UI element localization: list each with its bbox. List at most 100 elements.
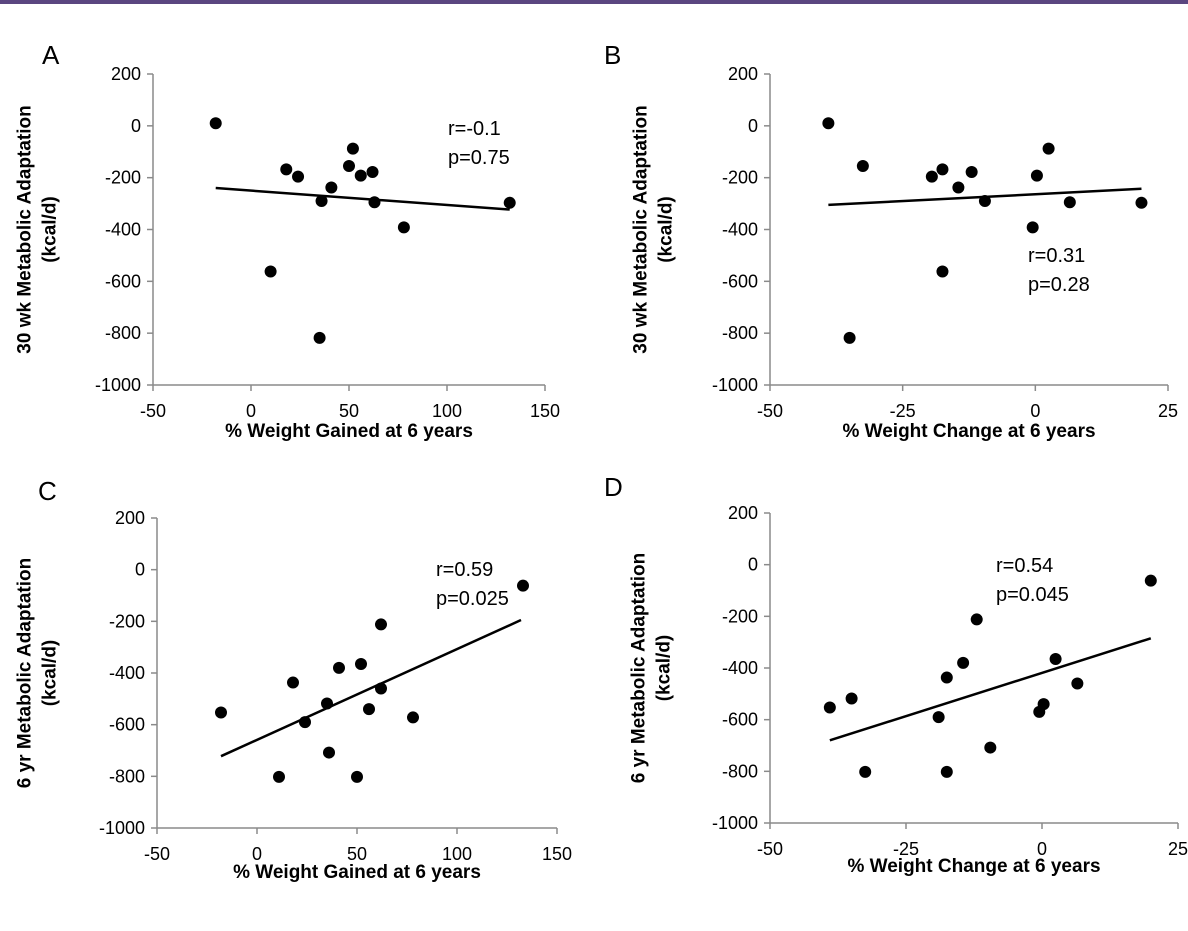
y-tick-label: -600 bbox=[722, 710, 758, 730]
y-tick-label: -400 bbox=[722, 658, 758, 678]
data-point bbox=[940, 765, 953, 778]
data-point bbox=[936, 265, 949, 278]
y-tick-label: -800 bbox=[722, 323, 758, 343]
data-point bbox=[315, 194, 328, 207]
data-point bbox=[970, 613, 983, 626]
y-tick-label: 200 bbox=[111, 64, 141, 84]
data-point bbox=[859, 765, 872, 778]
data-point bbox=[313, 331, 326, 344]
x-tick-label: 0 bbox=[1037, 839, 1047, 859]
x-axis-label: % Weight Change at 6 years bbox=[842, 421, 1095, 442]
data-point bbox=[517, 579, 529, 592]
data-point bbox=[354, 169, 367, 182]
data-point bbox=[822, 117, 835, 130]
top-accent-rule bbox=[0, 0, 1188, 4]
data-point bbox=[823, 701, 836, 714]
data-point bbox=[292, 170, 305, 183]
data-point bbox=[215, 706, 227, 719]
x-tick-label: 0 bbox=[252, 844, 262, 864]
data-point bbox=[1030, 169, 1043, 182]
data-point bbox=[1144, 574, 1157, 587]
x-tick-label: 150 bbox=[542, 844, 572, 864]
y-tick-label: -400 bbox=[722, 220, 758, 240]
panel-label: C bbox=[38, 476, 57, 506]
x-axis-label: % Weight Gained at 6 years bbox=[225, 421, 473, 442]
y-tick-label: 200 bbox=[728, 64, 758, 84]
data-point bbox=[325, 181, 338, 194]
y-tick-label: 0 bbox=[135, 560, 145, 580]
y-tick-label: -200 bbox=[109, 611, 145, 631]
x-tick-label: 25 bbox=[1158, 401, 1178, 421]
x-tick-label: 0 bbox=[246, 401, 256, 421]
data-point bbox=[936, 163, 949, 176]
x-tick-label: 25 bbox=[1168, 839, 1188, 859]
data-point bbox=[1037, 698, 1050, 711]
data-point bbox=[843, 331, 856, 344]
data-point bbox=[1071, 677, 1084, 690]
y-axis-label-line1: 6 yr Metabolic Adaptation bbox=[15, 558, 36, 789]
p-value-annotation: p=0.045 bbox=[996, 584, 1069, 606]
data-point bbox=[280, 163, 293, 176]
data-point bbox=[940, 671, 953, 684]
data-point bbox=[1135, 196, 1148, 209]
x-tick-label: -50 bbox=[144, 844, 170, 864]
x-tick-label: -50 bbox=[757, 401, 783, 421]
y-axis-label-line1: 30 wk Metabolic Adaptation bbox=[15, 105, 36, 353]
data-point bbox=[375, 682, 387, 695]
y-axis-label-line2: (kcal/d) bbox=[656, 196, 677, 263]
x-tick-label: 0 bbox=[1030, 401, 1040, 421]
data-point bbox=[984, 741, 997, 754]
y-tick-label: -800 bbox=[109, 766, 145, 786]
data-point bbox=[363, 703, 375, 716]
p-value-annotation: p=0.025 bbox=[436, 588, 509, 610]
y-tick-label: -1000 bbox=[712, 375, 758, 395]
data-point bbox=[368, 196, 381, 209]
data-point bbox=[287, 676, 299, 689]
data-point bbox=[273, 770, 285, 783]
y-axis-label-line2: (kcal/d) bbox=[40, 196, 61, 263]
y-tick-label: -200 bbox=[722, 606, 758, 626]
y-tick-label: 0 bbox=[748, 116, 758, 136]
x-tick-label: 150 bbox=[530, 401, 560, 421]
data-point bbox=[264, 265, 277, 278]
x-tick-label: -25 bbox=[893, 839, 919, 859]
y-tick-label: -600 bbox=[105, 271, 141, 291]
data-point bbox=[343, 160, 355, 173]
x-tick-label: -50 bbox=[140, 401, 166, 421]
data-point bbox=[978, 194, 991, 207]
x-tick-label: 50 bbox=[347, 844, 367, 864]
data-point bbox=[932, 711, 945, 724]
y-tick-label: -1000 bbox=[712, 813, 758, 833]
y-tick-label: -600 bbox=[109, 715, 145, 735]
data-point bbox=[299, 716, 311, 729]
x-tick-label: 50 bbox=[339, 401, 359, 421]
correlation-r-annotation: r=-0.1 bbox=[448, 118, 501, 140]
y-axis-label-line2: (kcal/d) bbox=[40, 640, 61, 707]
data-point bbox=[375, 618, 387, 631]
trendline bbox=[220, 618, 522, 758]
data-point bbox=[323, 746, 335, 759]
data-point bbox=[407, 711, 419, 724]
panel-label: B bbox=[604, 40, 621, 70]
data-point bbox=[1042, 142, 1055, 155]
data-point bbox=[397, 221, 410, 234]
y-axis-label-line2: (kcal/d) bbox=[654, 635, 675, 702]
correlation-r-annotation: r=0.54 bbox=[996, 555, 1053, 577]
data-point bbox=[1063, 196, 1076, 209]
trendline bbox=[215, 186, 510, 211]
panel-label: D bbox=[604, 472, 623, 502]
p-value-annotation: p=0.28 bbox=[1028, 274, 1090, 296]
x-tick-label: -25 bbox=[890, 401, 916, 421]
data-point bbox=[957, 656, 970, 669]
x-axis-label: % Weight Gained at 6 years bbox=[233, 862, 481, 883]
data-point bbox=[333, 661, 345, 674]
y-tick-label: 0 bbox=[131, 116, 141, 136]
y-tick-label: -800 bbox=[105, 323, 141, 343]
x-tick-label: -50 bbox=[757, 839, 783, 859]
data-point bbox=[856, 160, 869, 173]
y-tick-label: -1000 bbox=[99, 818, 145, 838]
y-tick-label: -1000 bbox=[95, 375, 141, 395]
y-tick-label: -200 bbox=[105, 168, 141, 188]
trendline bbox=[829, 637, 1152, 742]
y-axis-label-line1: 30 wk Metabolic Adaptation bbox=[631, 105, 652, 353]
